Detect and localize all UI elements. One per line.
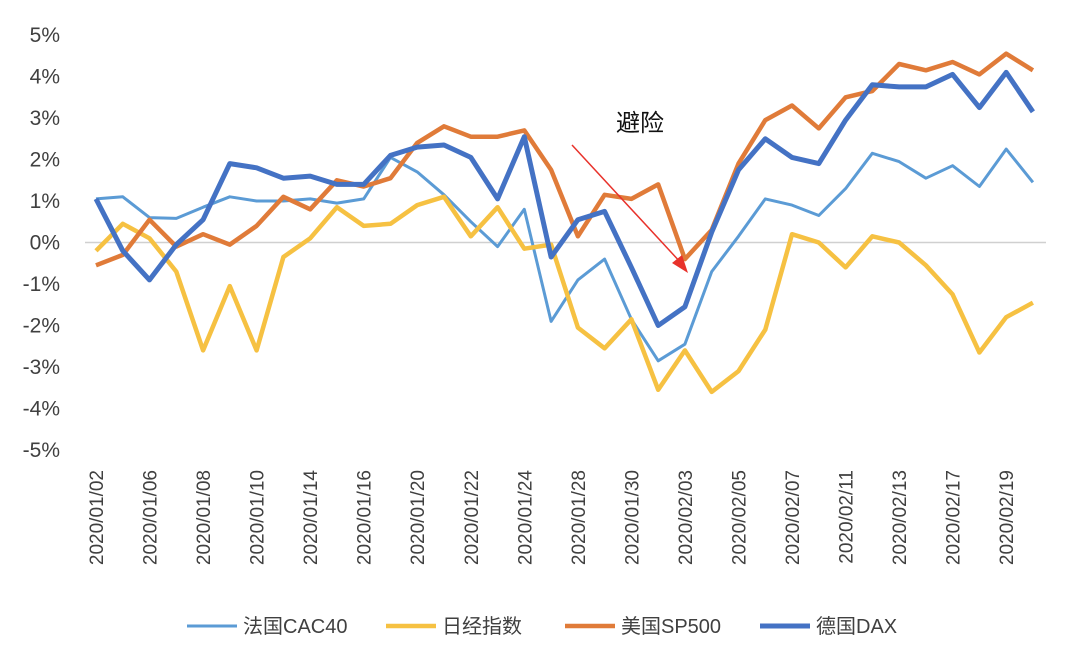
x-axis: 2020/01/02 2020/01/06 2020/01/08 2020/01/10… [87, 470, 1018, 566]
y-tick-label: 1% [30, 190, 60, 213]
x-tick-label: 2020/02/13 [890, 470, 911, 565]
y-tick-label: -1% [23, 273, 60, 296]
x-tick-label: 2020/01/06 [141, 470, 162, 565]
annotation-text: 避险 [616, 109, 664, 137]
x-tick-label: 2020/02/03 [676, 470, 697, 565]
y-tick-label: -5% [23, 439, 60, 462]
legend-label: 德国DAX [816, 615, 897, 638]
y-tick-label: 0% [30, 232, 60, 255]
series-line-3 [93, 69, 1035, 328]
legend: 法国CAC40 日经指数 美国SP500 德国DAX [187, 615, 897, 638]
y-axis: 5% 4% 3% 2% 1% 0% -1% -2% -3% -4% -5% [23, 24, 60, 462]
x-tick-label: 2020/02/05 [729, 470, 750, 565]
x-tick-label: 2020/02/11 [837, 470, 858, 564]
y-tick-label: 2% [30, 149, 60, 172]
x-tick-label: 2020/01/22 [462, 470, 483, 565]
legend-label: 法国CAC40 [243, 615, 347, 638]
series-line-0 [95, 147, 1035, 363]
x-tick-label: 2020/01/08 [194, 470, 215, 565]
series-line-1 [94, 194, 1034, 395]
y-tick-label: 5% [30, 24, 60, 47]
x-tick-label: 2020/01/10 [248, 470, 269, 565]
y-tick-label: -3% [23, 356, 60, 379]
x-tick-label: 2020/01/20 [408, 470, 429, 565]
x-tick-label: 2020/01/30 [622, 470, 643, 565]
x-tick-label: 2020/01/24 [515, 470, 536, 566]
x-tick-label: 2020/02/19 [997, 470, 1018, 565]
x-tick-label: 2020/02/17 [944, 470, 965, 565]
y-tick-label: -4% [23, 398, 60, 421]
annotation-arrowhead-icon [672, 255, 688, 273]
annotation: 避险 [571, 109, 688, 273]
series-lines [93, 51, 1035, 395]
y-tick-label: 4% [30, 66, 60, 89]
annotation-arrow-line [571, 144, 683, 265]
x-tick-label: 2020/01/28 [569, 470, 590, 565]
x-tick-label: 2020/01/02 [87, 470, 108, 565]
x-tick-label: 2020/02/07 [783, 470, 804, 565]
y-tick-label: -2% [23, 315, 60, 338]
legend-label: 美国SP500 [621, 615, 721, 638]
x-tick-label: 2020/01/16 [355, 470, 376, 565]
legend-label: 日经指数 [442, 615, 522, 638]
x-tick-label: 2020/01/14 [301, 470, 322, 566]
y-tick-label: 3% [30, 107, 60, 130]
